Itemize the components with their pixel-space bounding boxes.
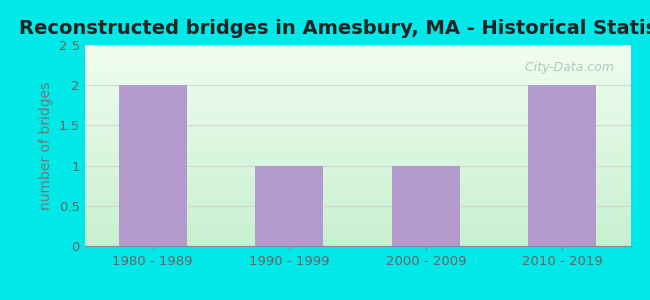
Y-axis label: number of bridges: number of bridges bbox=[39, 81, 53, 210]
Text: City-Data.com: City-Data.com bbox=[521, 61, 614, 74]
Title: Reconstructed bridges in Amesbury, MA - Historical Statistics: Reconstructed bridges in Amesbury, MA - … bbox=[19, 19, 650, 38]
Bar bbox=[255, 166, 324, 246]
Bar bbox=[391, 166, 460, 246]
Bar bbox=[528, 85, 597, 246]
Bar bbox=[118, 85, 187, 246]
